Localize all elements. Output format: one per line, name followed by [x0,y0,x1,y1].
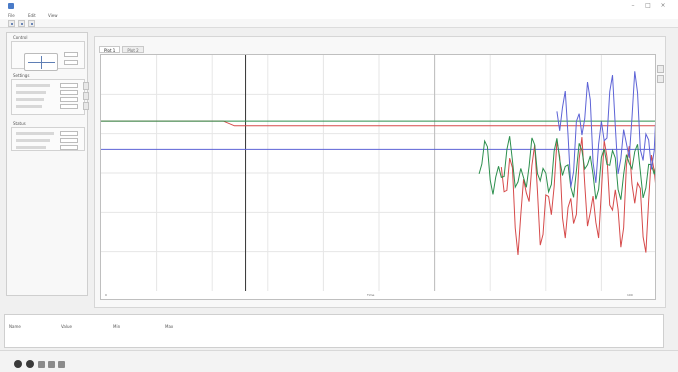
title-bar: – □ × [0,0,678,12]
menu-edit[interactable]: Edit [28,13,36,18]
menu-bar: File Edit View [0,12,678,19]
status-row-1-label [16,132,54,135]
group-title-settings: Settings [13,73,30,78]
status-value-3 [60,145,78,150]
taskbar-app-icon-1[interactable] [26,360,34,368]
control-box [11,41,85,71]
toolbar [0,19,678,28]
header-name: Name [9,324,21,329]
chart-svg [101,55,655,291]
settings-input-2[interactable] [60,90,78,95]
joystick-control[interactable] [24,53,58,71]
left-panel: Control Settings Status [6,32,89,296]
control-input-2[interactable] [64,60,78,65]
group-title-status: Status [13,121,26,126]
close-button[interactable]: × [660,2,666,9]
status-row-2-label [16,139,50,142]
row-1-value [61,331,113,335]
x-label-left: 0 [105,293,107,297]
plot-side-button-2[interactable] [657,75,664,83]
header-value: Value [61,324,72,329]
maximize-button[interactable]: □ [645,2,651,9]
side-button-3[interactable] [83,102,89,110]
tab-plot-2[interactable]: Plot 2 [122,46,144,53]
status-value-1 [60,131,78,136]
row-1-min [113,331,165,335]
settings-input-3[interactable] [60,97,78,102]
minimize-button[interactable]: – [631,2,635,9]
noisy-series-3 [556,71,655,188]
noisy-series-1 [500,137,655,255]
status-bar [0,350,678,372]
row-2-name [9,337,61,341]
header-max: Max [165,324,174,329]
settings-row-2-label [16,91,46,94]
bottom-panel: Name Value Min Max [4,314,664,348]
row-1-name [9,331,61,335]
x-label-mid: Time [367,293,375,297]
settings-box [11,79,85,115]
row-2-value [61,337,113,341]
side-button-1[interactable] [83,82,89,90]
menu-view[interactable]: View [48,13,58,18]
x-label-right: 100 [627,293,633,297]
header-min: Min [113,324,121,329]
joystick-vertical-axis [41,56,42,69]
status-row-3-label [16,146,46,149]
chart-marks [101,55,655,291]
plot-side-button-1[interactable] [657,65,664,73]
chart-area[interactable]: 0 Time 100 [100,54,656,300]
tab-plot-1[interactable]: Plot 1 [99,46,121,53]
settings-row-3-label [16,98,44,101]
toolbar-button-2[interactable] [18,20,25,27]
start-icon[interactable] [14,360,22,368]
app-icon [8,3,14,9]
group-title-control: Control [13,35,28,40]
menu-file[interactable]: File [8,13,15,18]
status-value-2 [60,138,78,143]
row-2-min [113,337,165,341]
taskbar-app-icon-3[interactable] [48,361,55,368]
settings-input-1[interactable] [60,83,78,88]
settings-row-4-label [16,105,42,108]
table-row[interactable] [9,337,217,341]
noisy-series-2 [478,136,655,200]
bottom-table-header: Name Value Min Max [9,324,217,329]
toolbar-button-3[interactable] [28,20,35,27]
row-2-max [165,337,217,341]
taskbar-app-icon-4[interactable] [58,361,65,368]
row-1-max [165,331,217,335]
settings-row-1-label [16,84,50,87]
grid-lines [101,55,655,291]
control-input-1[interactable] [64,52,78,57]
toolbar-button-1[interactable] [8,20,15,27]
taskbar-app-icon-2[interactable] [38,361,45,368]
settings-input-4[interactable] [60,104,78,109]
side-button-2[interactable] [83,92,89,100]
table-row[interactable] [9,331,217,335]
plot-tabs: Plot 1 Plot 2 [99,46,144,53]
status-box [11,127,85,151]
